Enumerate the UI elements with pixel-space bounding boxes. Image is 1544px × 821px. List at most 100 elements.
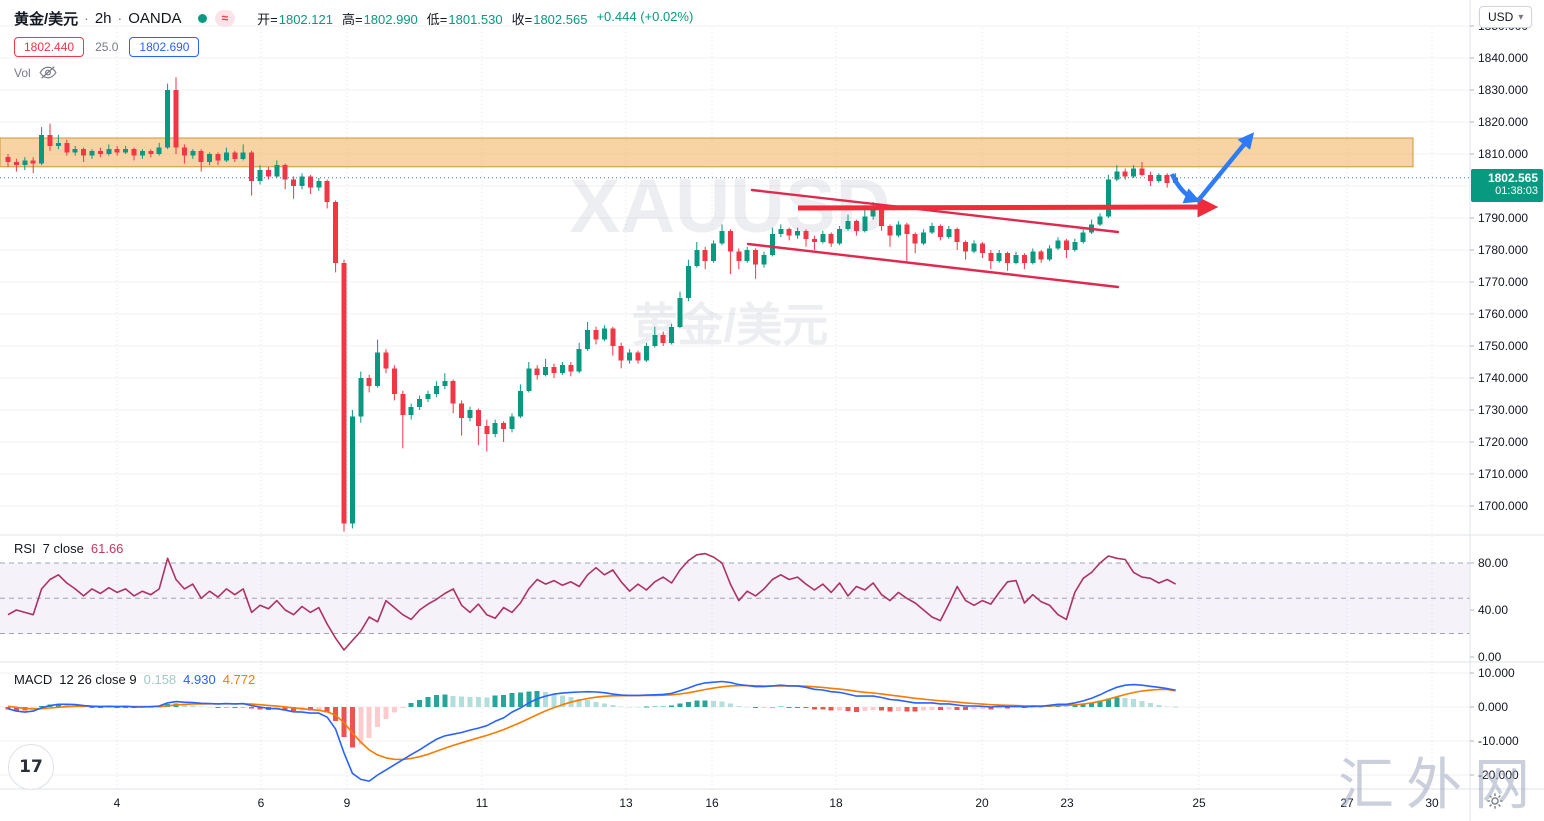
- macd-hist-bar: [744, 706, 750, 708]
- resistance-zone[interactable]: [0, 137, 1414, 168]
- interval-label[interactable]: 2h: [94, 9, 112, 27]
- macd-hist-bar: [307, 707, 313, 711]
- forecast-arrow-down[interactable]: [1169, 173, 1201, 204]
- macd-hist-bar: [190, 705, 196, 707]
- candle-body: [946, 229, 952, 238]
- macd-hist-bar: [475, 697, 481, 707]
- macd-indicator-legend[interactable]: MACD 12 26 close 9 0.158 4.930 4.772: [14, 672, 255, 687]
- macd-hist-bar: [240, 706, 246, 708]
- axis-tick-label: 1770.000: [1478, 275, 1528, 289]
- sell-price-button[interactable]: 1802.440: [14, 37, 85, 57]
- rsi-indicator-legend[interactable]: RSI 7 close 61.66: [14, 541, 123, 556]
- candle-body: [81, 149, 87, 156]
- axis-tick-label: 0.00: [1478, 650, 1502, 664]
- macd-hist-bar: [1072, 705, 1078, 707]
- candle-body: [442, 381, 448, 386]
- time-tick-label: 9: [344, 796, 351, 810]
- macd-hist-bar: [358, 707, 364, 745]
- macd-hist-value: 0.158: [143, 672, 177, 687]
- macd-hist-bar: [627, 706, 633, 708]
- time-axis-labels: 4 6 9 11 13 16 18 20 23 25 27 30: [114, 796, 1439, 810]
- candle-body: [979, 243, 985, 254]
- candle-body: [719, 230, 725, 244]
- exchange-label[interactable]: OANDA: [128, 9, 182, 27]
- macd-hist-bar: [89, 707, 95, 708]
- macd-hist-bar: [450, 695, 456, 707]
- currency-dropdown[interactable]: USD ▾: [1479, 6, 1533, 28]
- candle-body: [1164, 174, 1170, 183]
- candle-body: [64, 142, 70, 153]
- candle-body: [375, 352, 381, 386]
- volume-label[interactable]: Vol: [14, 65, 31, 80]
- symbol-title[interactable]: 黄金/美元: [14, 10, 79, 28]
- ohlc-readout: 开=1802.121 高=1802.990 低=1801.530 收=1802.…: [257, 9, 693, 28]
- chevron-down-icon: ▾: [1518, 11, 1524, 23]
- candle-body: [333, 202, 339, 263]
- delayed-data-badge[interactable]: ≈: [214, 9, 236, 27]
- forecast-arrow-up[interactable]: [1195, 132, 1255, 204]
- candle-body: [988, 253, 994, 262]
- macd-hist-bar: [123, 706, 129, 708]
- axis-tick-label: -10.000: [1478, 734, 1519, 748]
- macd-hist-bar: [1013, 707, 1019, 708]
- macd-signal-line: [7, 684, 1176, 761]
- time-tick-label: 25: [1192, 796, 1206, 810]
- macd-hist-bar: [1030, 707, 1036, 708]
- trendline-upper[interactable]: [750, 188, 1120, 234]
- candle-body: [887, 226, 893, 236]
- candle-body: [618, 346, 624, 361]
- macd-hist-bar: [601, 703, 607, 707]
- axis-tick-label: 1710.000: [1478, 467, 1528, 481]
- candle-body: [5, 157, 11, 162]
- candle-body: [694, 250, 700, 266]
- candle-body: [702, 250, 708, 262]
- macd-hist-bar: [660, 706, 666, 708]
- macd-hist-bar: [1089, 702, 1095, 707]
- macd-hist-bar: [643, 706, 649, 708]
- macd-hist-bar: [517, 692, 523, 707]
- buy-price-button[interactable]: 1802.690: [129, 37, 200, 57]
- tradingview-logo[interactable]: 17: [8, 744, 54, 790]
- candle-body: [862, 216, 868, 231]
- candle-body: [769, 234, 775, 255]
- macd-hist-bar: [223, 706, 229, 708]
- time-tick-label: 27: [1340, 796, 1354, 810]
- axis-tick-label: 1740.000: [1478, 371, 1528, 385]
- candle-body: [316, 181, 322, 188]
- candle-body: [475, 410, 481, 426]
- macd-hist-bar: [837, 707, 843, 711]
- macd-hist-bar: [719, 701, 725, 707]
- macd-hist-bar: [39, 705, 45, 707]
- macd-hist-bar: [400, 707, 406, 708]
- macd-hist-bar: [1114, 697, 1120, 707]
- candle-body: [383, 352, 389, 369]
- candle-body: [811, 238, 817, 242]
- candle-body: [921, 232, 927, 244]
- macd-histogram: [5, 691, 1179, 748]
- spread-value: 25.0: [95, 40, 119, 54]
- market-status-dot-icon[interactable]: [197, 13, 207, 23]
- eye-off-icon[interactable]: [39, 65, 57, 80]
- macd-hist-bar: [1173, 706, 1179, 708]
- candle-body: [22, 160, 28, 166]
- candle-body: [148, 150, 154, 154]
- axis-tick-label: 0.000: [1478, 700, 1508, 714]
- macd-hist-bar: [349, 707, 355, 748]
- candle-body: [526, 368, 532, 391]
- candle-body: [954, 229, 960, 242]
- axis-tick-label: -20.000: [1478, 768, 1519, 782]
- time-tick-label: 13: [619, 796, 633, 810]
- time-tick-label: 23: [1060, 796, 1074, 810]
- macd-hist-bar: [1131, 699, 1137, 707]
- candle-body: [240, 152, 246, 159]
- gear-icon[interactable]: [1486, 792, 1504, 815]
- trendline-lower[interactable]: [746, 242, 1120, 289]
- horizontal-trend-arrow[interactable]: [797, 196, 1219, 218]
- macd-hist-bar: [1080, 703, 1086, 707]
- macd-hist-bar: [324, 707, 330, 713]
- candle-body: [753, 250, 759, 265]
- macd-hist-bar: [543, 692, 549, 707]
- macd-hist-bar: [736, 705, 742, 707]
- macd-hist-bar: [249, 707, 255, 709]
